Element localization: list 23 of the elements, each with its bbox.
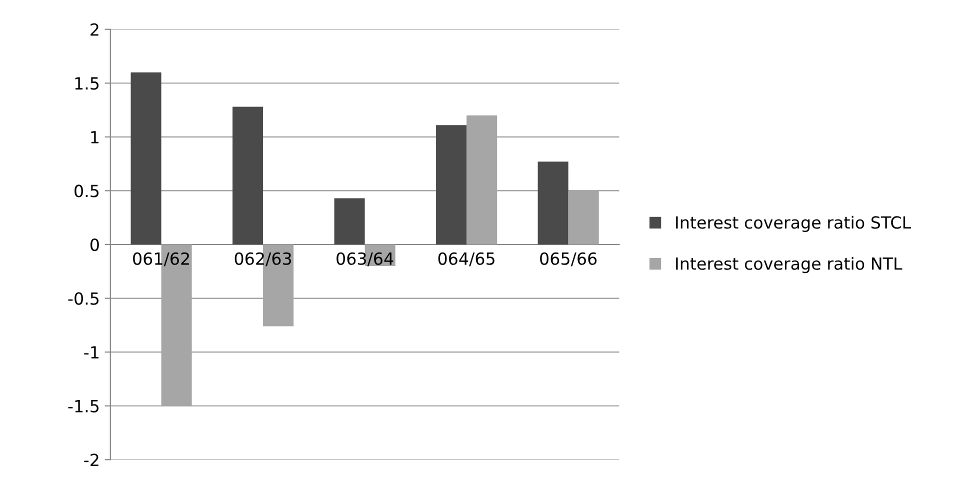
y-tick-label: -0.5 (68, 292, 99, 305)
bar (568, 190, 599, 244)
legend-label: Interest coverage ratio NTL (676, 257, 902, 274)
x-tick-label: 063/64 (336, 252, 394, 266)
bar (334, 198, 365, 244)
y-tick-label: -1.5 (68, 400, 99, 412)
y-tick-label: 0.5 (74, 184, 99, 198)
y-tick-label: 1.5 (75, 77, 99, 90)
bar (232, 106, 264, 244)
bar (466, 115, 498, 244)
y-tick-label: -2 (84, 454, 98, 466)
y-tick-label: 1 (91, 131, 98, 144)
x-tick-label: 062/63 (234, 252, 292, 266)
bar (436, 125, 467, 244)
x-tick-label: 065/66 (540, 252, 597, 266)
legend-label: Interest coverage ratio STCL (676, 216, 911, 232)
y-tick-label: 2 (90, 23, 98, 36)
bar (538, 162, 568, 244)
y-tick-label: -1 (84, 346, 98, 358)
y-tick-label: 0 (90, 238, 99, 252)
bar (130, 72, 162, 244)
x-tick-label: 064/65 (438, 252, 494, 266)
x-tick-label: 061/62 (133, 252, 189, 266)
